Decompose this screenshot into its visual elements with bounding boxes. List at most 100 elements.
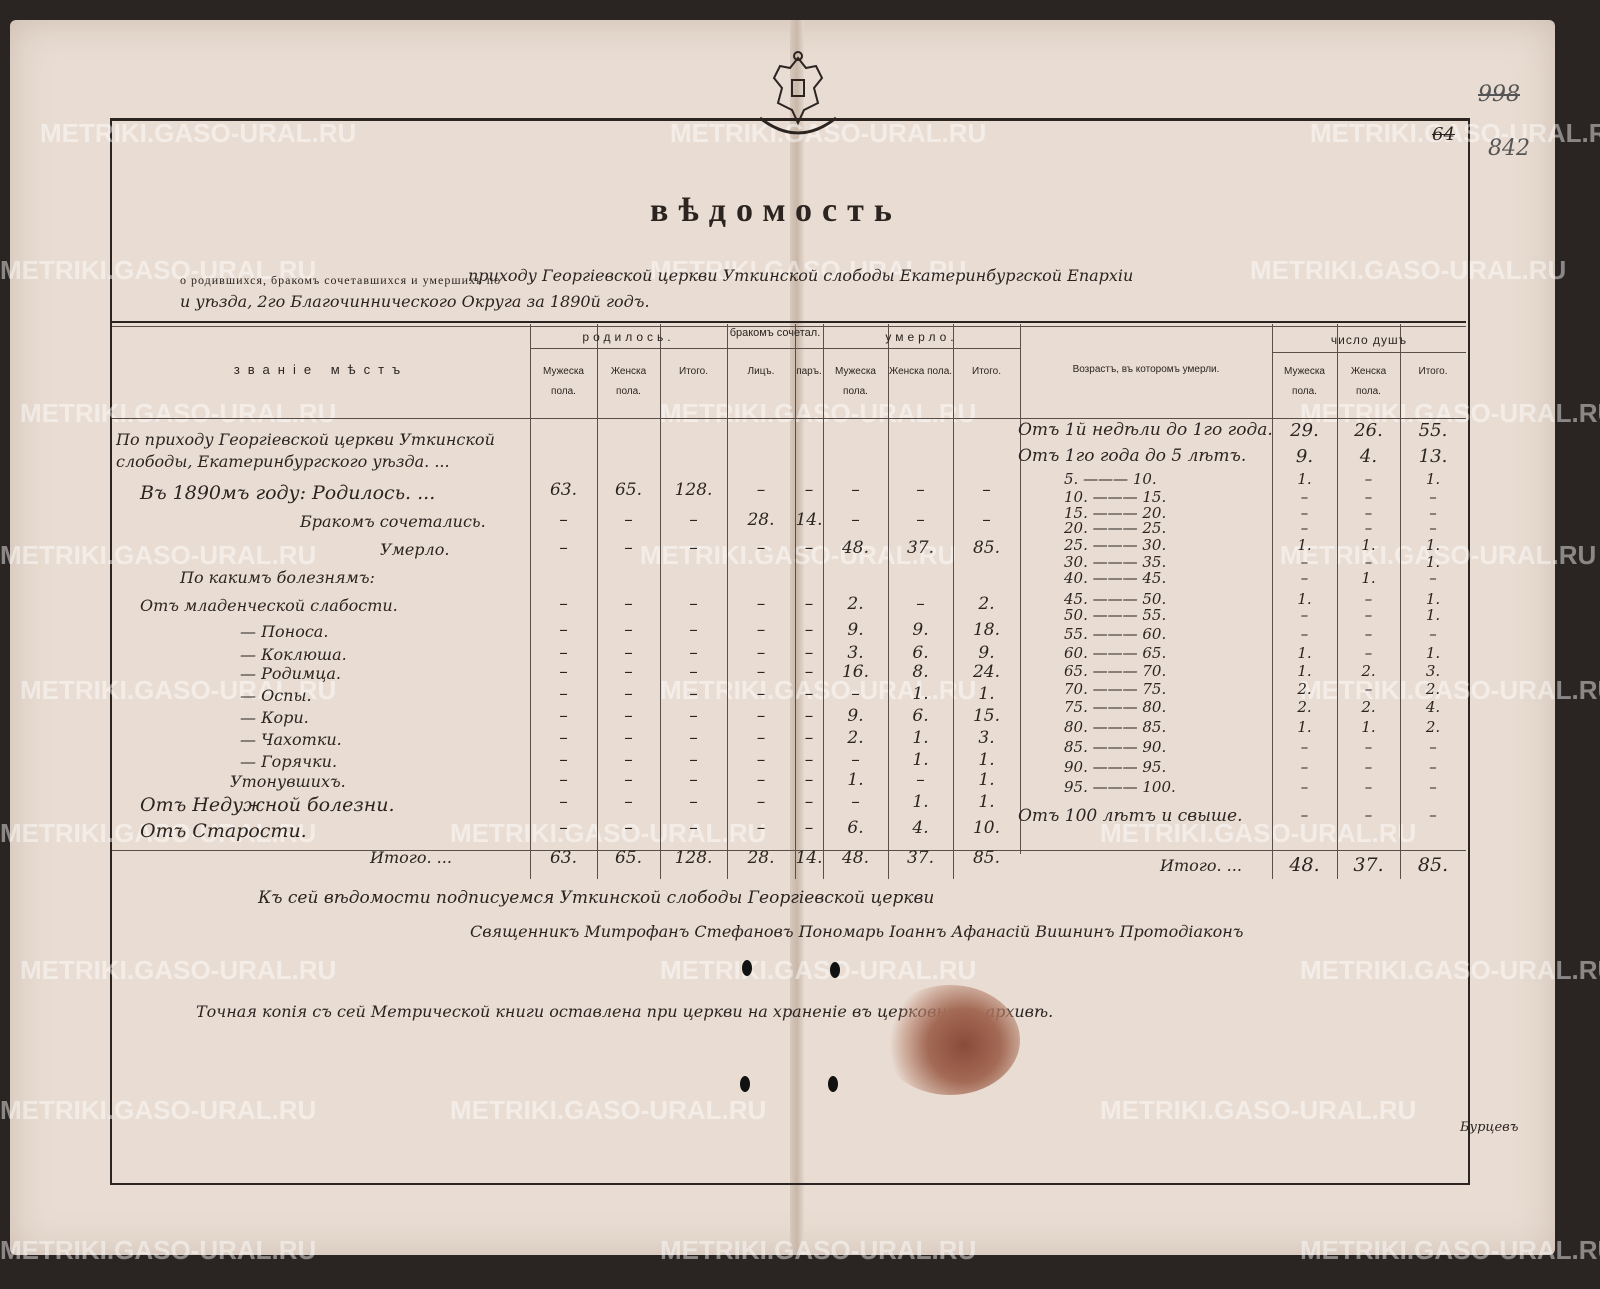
age-cell: 4. (1425, 698, 1441, 716)
header-marriages: бракомъ сочетал. (729, 327, 821, 339)
column-divider (1020, 324, 1021, 854)
row-label: — Горячки. (240, 752, 338, 771)
table-cell: – (559, 706, 568, 726)
age-range: 65. ——— 70. (1064, 662, 1167, 680)
table-cell: – (559, 510, 568, 530)
table-cell: 1. (978, 684, 995, 704)
table-cell: – (804, 684, 814, 704)
table-cell: 9. (978, 643, 995, 663)
sub-header: Женска пола. (888, 366, 953, 377)
age-cell: 9. (1295, 446, 1314, 467)
column-divider (823, 324, 824, 879)
table-cell: – (851, 750, 860, 770)
age-cell: – (1429, 778, 1437, 796)
document-page (10, 20, 1555, 1255)
age-cell: 1. (1297, 590, 1312, 608)
age-cell: 55. (1418, 420, 1448, 441)
watermark-text: METRIKI.GASO-URAL.RU (450, 818, 767, 848)
watermark-text: METRIKI.GASO-URAL.RU (0, 818, 317, 848)
table-cell: 4. (912, 818, 929, 838)
table-cell: – (916, 594, 925, 614)
header-died: умерло. (885, 330, 958, 344)
table-cell: 85. (972, 538, 1001, 558)
table-cell: – (624, 594, 633, 614)
table-cell: – (624, 620, 633, 640)
table-cell: – (624, 770, 633, 790)
watermark-text: METRIKI.GASO-URAL.RU (650, 255, 967, 285)
document-title: вѣдомость (650, 192, 902, 229)
row-label: Въ 1890мъ году: Родилось. ... (140, 482, 436, 504)
table-cell: – (804, 818, 814, 838)
column-divider (1337, 324, 1338, 879)
total-rule (112, 850, 1466, 851)
age-cell: 1. (1425, 470, 1441, 488)
table-cell: – (756, 750, 766, 770)
table-cell: – (559, 643, 568, 663)
table-cell: – (624, 792, 633, 812)
table-cell: 48. (841, 538, 870, 558)
watermark-text: METRIKI.GASO-URAL.RU (1100, 1095, 1417, 1125)
sub-header: Мужеска пола. (1284, 366, 1325, 397)
wax-seal-stain (880, 985, 1020, 1095)
row-label: Утонувшихъ. (230, 772, 346, 791)
subtitle-handwritten-2: и уѣзда, 2го Благочиннического Округа за… (180, 292, 650, 311)
total-cell: 37. (906, 848, 935, 868)
table-cell: – (559, 538, 568, 558)
table-cell: – (689, 818, 698, 838)
table-cell: – (804, 538, 814, 558)
table-cell: – (624, 818, 633, 838)
table-cell: – (804, 728, 814, 748)
row-label: — Кори. (240, 708, 309, 727)
age-cell: – (1429, 488, 1437, 506)
total-cell: 63. (549, 848, 578, 868)
age-cell: – (1429, 758, 1437, 776)
table-cell: 9. (912, 620, 929, 640)
footer-line-3: Точная копiя съ сей Метрической книги ос… (196, 1002, 1054, 1021)
table-cell: 2. (978, 594, 995, 614)
table-cell: – (559, 770, 568, 790)
table-cell: 37. (906, 538, 935, 558)
table-cell: – (851, 480, 860, 500)
age-total-label: Итого. ... (1160, 856, 1242, 875)
subtitle-handwritten-1: приходу Георгiевской церкви Уткинской сл… (468, 266, 1134, 285)
watermark-text: METRIKI.GASO-URAL.RU (0, 540, 317, 570)
row-label: По какимъ болезнямъ: (180, 568, 375, 587)
table-cell: – (982, 480, 991, 500)
watermark-text: METRIKI.GASO-URAL.RU (1300, 955, 1600, 985)
watermark-text: METRIKI.GASO-URAL.RU (1250, 255, 1567, 285)
table-cell: – (756, 706, 766, 726)
table-cell: 24. (972, 662, 1001, 682)
watermark-text: METRIKI.GASO-URAL.RU (1310, 118, 1600, 148)
table-cell: 16. (841, 662, 870, 682)
table-cell: – (689, 706, 698, 726)
age-range: 90. ——— 95. (1064, 758, 1167, 776)
age-cell: – (1429, 806, 1437, 824)
table-cell: – (559, 594, 568, 614)
table-cell: – (624, 662, 633, 682)
table-cell: 8. (912, 662, 929, 682)
total-cell: 128. (674, 848, 713, 868)
table-top-rule-inner (112, 326, 1466, 327)
table-cell: – (916, 770, 925, 790)
age-cell: – (1300, 758, 1309, 776)
table-cell: – (559, 818, 568, 838)
row-label: Бракомъ сочетались. (300, 512, 486, 531)
age-cell: – (1300, 778, 1309, 796)
column-divider (1400, 324, 1401, 879)
watermark-text: METRIKI.GASO-URAL.RU (20, 398, 337, 428)
table-cell: – (756, 684, 766, 704)
table-cell: – (689, 728, 698, 748)
table-cell: – (804, 480, 814, 500)
footer-line-1: Къ сей вѣдомости подписуемся Уткинской с… (258, 888, 935, 908)
age-range: 55. ——— 60. (1064, 625, 1167, 643)
table-cell: 1. (912, 750, 929, 770)
table-cell: 6. (847, 818, 864, 838)
age-cell: – (1429, 625, 1437, 643)
watermark-text: METRIKI.GASO-URAL.RU (1300, 675, 1600, 705)
row-label: Отъ Недужной болезни. (140, 794, 395, 816)
watermark-text: METRIKI.GASO-URAL.RU (0, 255, 317, 285)
column-divider (888, 324, 889, 879)
age-cell: – (1300, 488, 1309, 506)
table-cell: – (689, 750, 698, 770)
table-cell: – (916, 510, 925, 530)
